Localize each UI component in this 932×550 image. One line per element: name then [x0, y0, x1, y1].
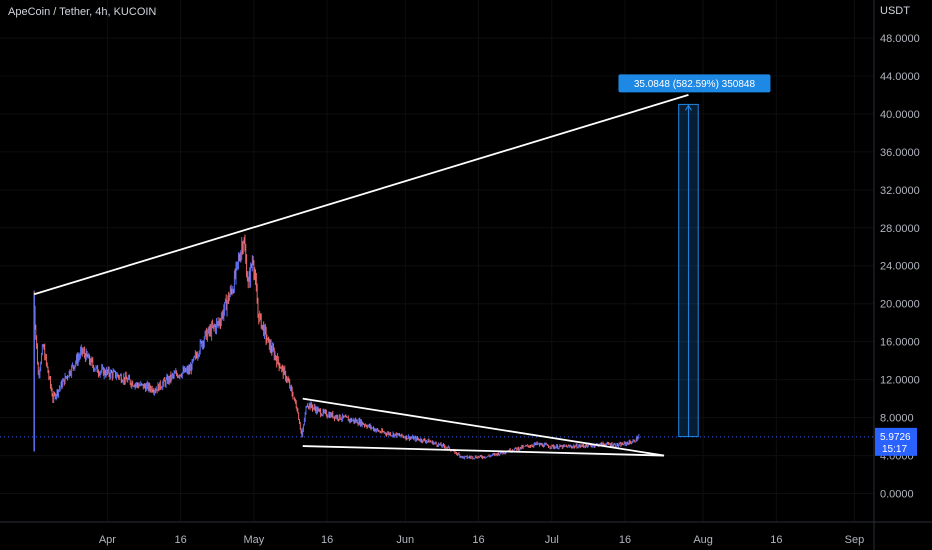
price-tick-label: 32.0000: [880, 185, 920, 197]
chart-title: ApeCoin / Tether, 4h, KUCOIN: [8, 6, 157, 18]
time-tick-label: 16: [175, 534, 187, 546]
time-tick-label: Jun: [396, 534, 414, 546]
time-tick-label: May: [244, 534, 265, 546]
price-tick-label: 20.0000: [880, 299, 920, 311]
trendline: [33, 94, 689, 296]
time-tick-label: Apr: [99, 534, 116, 546]
price-tick-label: 28.0000: [880, 223, 920, 235]
price-tick-label: 44.0000: [880, 71, 920, 83]
price-tick-label: 8.0000: [880, 413, 914, 425]
price-tick-label: 40.0000: [880, 109, 920, 121]
trendline-group: [33, 94, 689, 457]
price-tick-label: 0.0000: [880, 489, 914, 501]
price-axis[interactable]: USDT0.00004.00008.000012.000016.000020.0…: [873, 0, 920, 550]
time-tick-label: Aug: [693, 534, 713, 546]
time-tick-label: Sep: [845, 534, 865, 546]
last-price-badge: [875, 427, 917, 456]
price-tick-label: 36.0000: [880, 147, 920, 159]
price-axis-unit: USDT: [880, 5, 910, 17]
measure-arrow-head-icon: [685, 104, 692, 111]
time-tick-label: 16: [321, 534, 333, 546]
measure-tool[interactable]: 35.0848 (582.59%) 350848: [618, 74, 771, 438]
trendline: [302, 397, 665, 457]
price-tick-label: 48.0000: [880, 33, 920, 45]
trendline: [302, 445, 665, 457]
measure-label-box: [618, 74, 771, 93]
bar-countdown: 15:17: [882, 444, 907, 455]
time-tick-label: 16: [472, 534, 484, 546]
last-price-value: 5.9726: [880, 432, 911, 443]
time-tick-label: 16: [619, 534, 631, 546]
time-tick-label: 16: [770, 534, 782, 546]
price-tick-label: 24.0000: [880, 261, 920, 273]
time-tick-label: Jul: [545, 534, 559, 546]
price-tick-label: 16.0000: [880, 337, 920, 349]
time-axis[interactable]: Apr 16 May 16 Jun 16 Jul 16 Aug 16 Sep: [0, 521, 932, 546]
measure-label-text: 35.0848 (582.59%) 350848: [634, 79, 756, 90]
price-series: [0, 234, 874, 460]
price-tick-label: 12.0000: [880, 375, 920, 387]
